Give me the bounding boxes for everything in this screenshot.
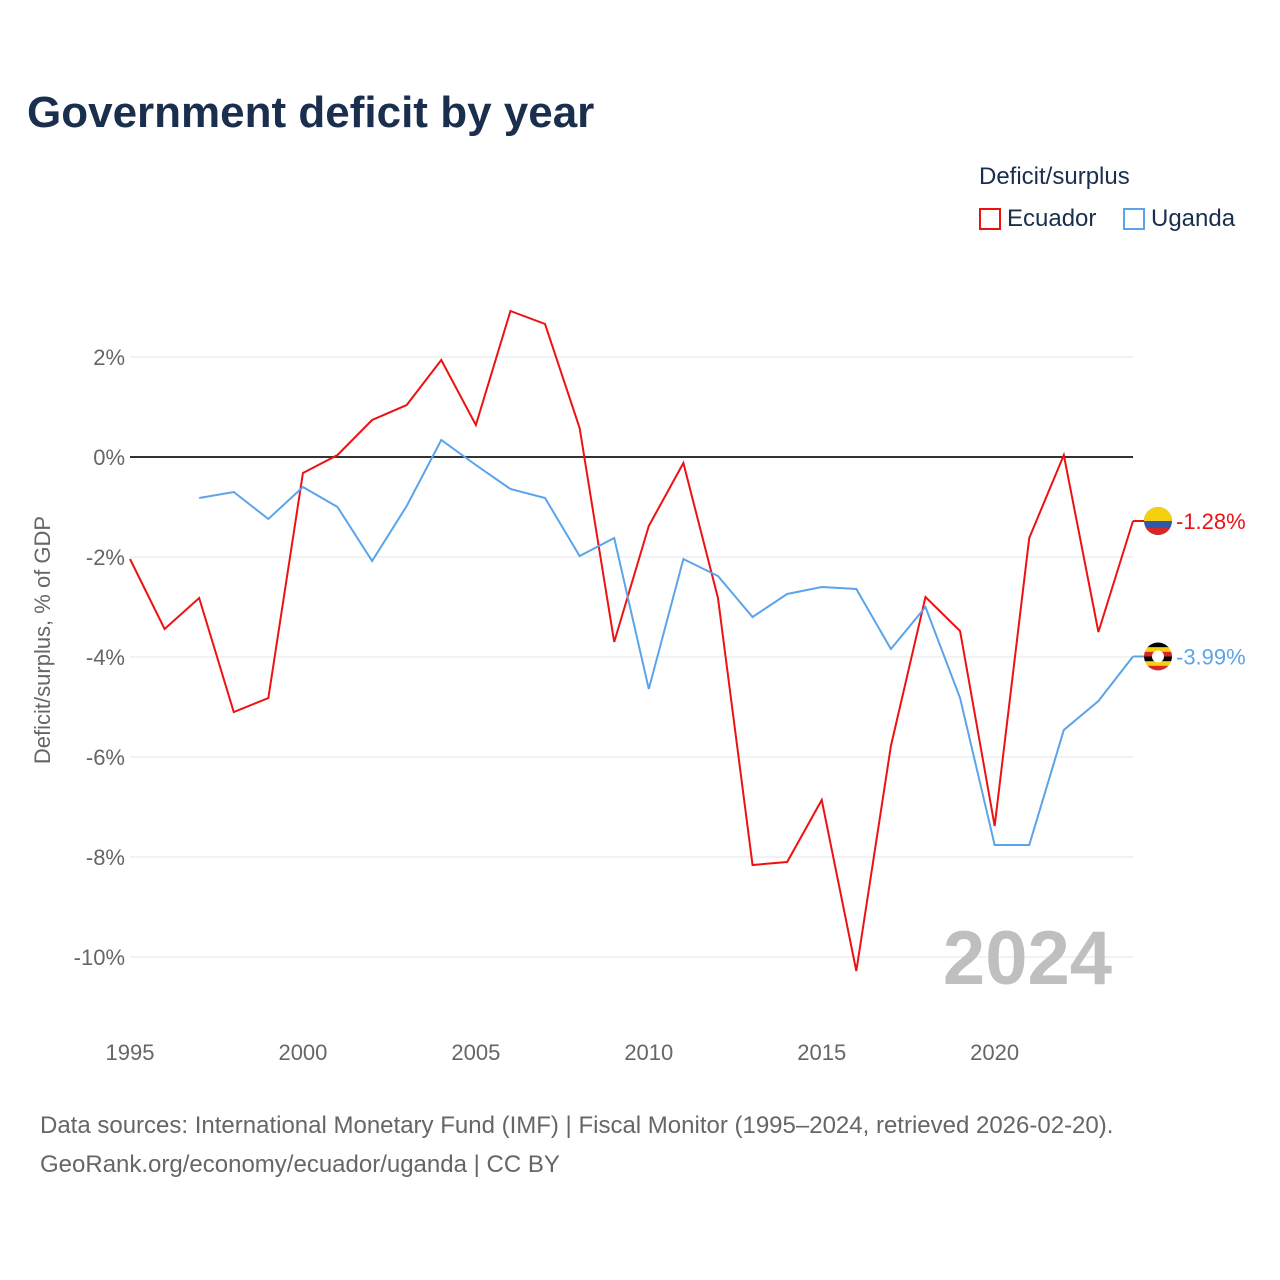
legend-label: Ecuador — [1007, 205, 1097, 232]
year-watermark: 2024 — [943, 916, 1112, 1001]
y-tick-label: 0% — [93, 445, 125, 470]
legend-item-ecuador[interactable]: Ecuador — [979, 205, 1096, 233]
flag-stripe — [1144, 642, 1172, 648]
legend-item-uganda[interactable]: Uganda — [1123, 205, 1235, 233]
y-tick-label: 2% — [93, 345, 125, 370]
flag-part — [1144, 507, 1172, 521]
chart-title: Government deficit by year — [27, 88, 595, 137]
legend-swatch-ecuador — [979, 208, 1001, 230]
x-tick-label: 2010 — [624, 1040, 673, 1065]
x-tick-label: 2020 — [970, 1040, 1019, 1065]
flag-stripe — [1144, 661, 1172, 667]
series-line-ecuador — [129, 309, 1134, 972]
source-link[interactable]: GeoRank.org/economy/ecuador/uganda | CC … — [40, 1151, 560, 1178]
flag-stripe — [1144, 665, 1172, 671]
series-line-uganda — [199, 438, 1134, 846]
y-tick-label: -6% — [86, 745, 125, 770]
flag-stripe — [1144, 647, 1172, 653]
flag-part — [1145, 528, 1171, 535]
x-tick-label: 2000 — [278, 1040, 327, 1065]
legend-label: Uganda — [1151, 205, 1236, 232]
source-note: Data sources: International Monetary Fun… — [40, 1106, 1113, 1184]
source-line: Data sources: International Monetary Fun… — [40, 1112, 1114, 1139]
end-value-label-uganda: -3.99% — [1176, 645, 1246, 670]
y-tick-label: -4% — [86, 645, 125, 670]
y-tick-label: -10% — [74, 945, 125, 970]
legend-swatch-uganda — [1123, 208, 1145, 230]
y-tick-label: -8% — [86, 845, 125, 870]
end-value-label-ecuador: -1.28% — [1176, 509, 1246, 534]
x-tick-label: 2005 — [451, 1040, 500, 1065]
y-tick-label: -2% — [86, 545, 125, 570]
y-axis-label: Deficit/surplus, % of GDP — [30, 516, 55, 764]
uganda-flag-icon — [1152, 650, 1164, 663]
x-tick-label: 2015 — [797, 1040, 846, 1065]
x-tick-label: 1995 — [106, 1040, 155, 1065]
legend-title: Deficit/surplus — [979, 163, 1130, 190]
